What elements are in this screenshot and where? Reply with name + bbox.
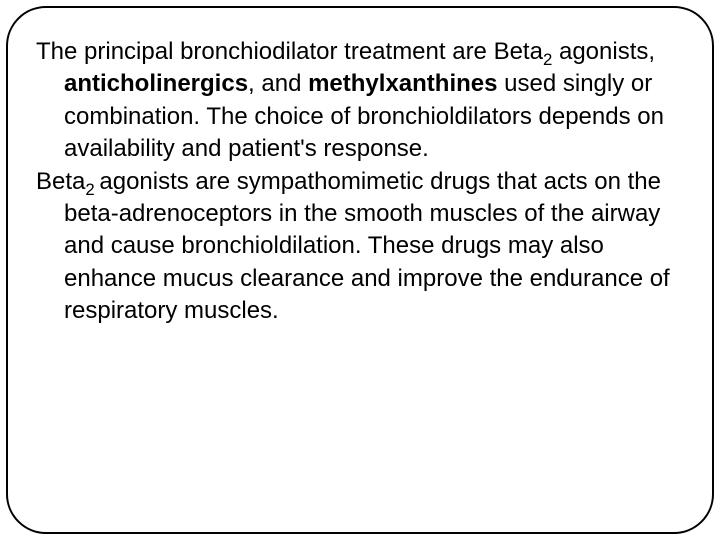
p1-text-3: , and xyxy=(248,70,308,97)
p1-text-2: agonists, xyxy=(552,38,655,65)
p2-text-1: Beta xyxy=(36,168,85,195)
p1-bold-2: methylxanthines xyxy=(308,70,497,97)
p1-text-1: The principal bronchiodilator treatment … xyxy=(36,38,543,65)
slide-frame: The principal bronchiodilator treatment … xyxy=(6,6,714,534)
paragraph-2: Beta2 agonists are sympathomimetic drugs… xyxy=(36,166,684,328)
p1-bold-1: anticholinergics xyxy=(64,70,248,97)
slide-content: The principal bronchiodilator treatment … xyxy=(36,36,684,328)
p2-text-2: agonists are sympathomimetic drugs that … xyxy=(64,168,670,325)
p1-sub-1: 2 xyxy=(543,50,552,69)
p2-sub-1: 2 xyxy=(85,179,99,198)
paragraph-1: The principal bronchiodilator treatment … xyxy=(36,36,684,166)
